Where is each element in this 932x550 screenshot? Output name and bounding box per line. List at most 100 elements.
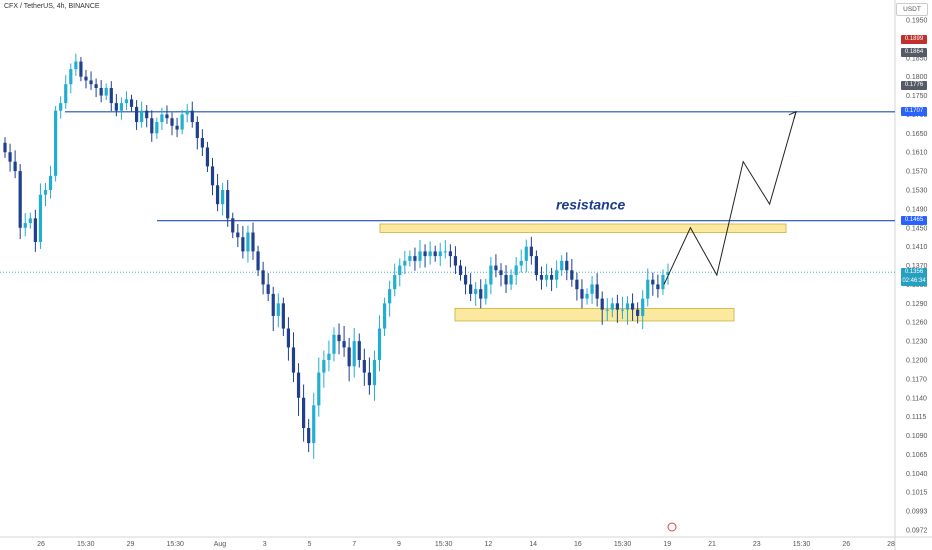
candle-body (246, 232, 250, 252)
y-tick-label: 0.1170 (906, 376, 927, 383)
y-tick-label: 0.1140 (906, 395, 927, 402)
x-tick-label: 15:30 (166, 541, 184, 548)
candle-body (534, 256, 539, 275)
candle-body (317, 372, 321, 406)
y-tick-label: 0.1115 (906, 414, 926, 421)
candle-body (302, 397, 306, 428)
y-tick-label: 0.1230 (906, 339, 928, 346)
candle-body (3, 142, 7, 153)
y-tick-label: 0.1650 (906, 131, 928, 138)
candle-body (134, 106, 139, 122)
candle-body (195, 122, 199, 139)
x-tick-label: 26 (842, 541, 850, 548)
y-tick-label: 0.1570 (906, 169, 928, 176)
y-tick-label: 0.1490 (906, 206, 928, 213)
currency-unit-selector[interactable]: USDT (896, 3, 928, 16)
x-tick-label: 15:30 (793, 541, 811, 548)
candle-body (347, 347, 351, 367)
x-tick-label: 26 (37, 541, 45, 548)
zone-lower (454, 307, 735, 322)
candle-body (281, 303, 285, 329)
candle-body (241, 237, 245, 252)
candle-body (48, 175, 53, 190)
candle-body (423, 251, 427, 257)
candle-body (413, 256, 417, 261)
candle-body (575, 279, 579, 290)
candle-body (114, 103, 118, 111)
x-tick-label: 12 (484, 541, 492, 548)
candle-body (312, 405, 316, 444)
candle-body (595, 284, 599, 299)
candle-body (64, 84, 68, 104)
candle-body (641, 298, 645, 316)
x-tick-label: 23 (753, 541, 761, 548)
candle-body (565, 260, 569, 271)
candle-body (307, 428, 311, 444)
candle-body (140, 110, 144, 122)
zone-upper (379, 223, 787, 233)
candle-body (119, 103, 124, 111)
candle-body (165, 114, 169, 119)
candle-body (555, 270, 559, 280)
candle-body (89, 80, 93, 85)
candle-body (651, 279, 655, 285)
candle-body (185, 110, 189, 115)
candle-body (362, 360, 366, 373)
candle-body (448, 251, 452, 257)
candle-body (357, 341, 361, 360)
y-tick-label: 0.1040 (906, 471, 928, 478)
candle-body (256, 251, 260, 271)
candle-body (327, 353, 331, 360)
y-tick-label: 0.1370 (906, 263, 928, 270)
candle-body (109, 88, 113, 104)
candle-body (337, 334, 341, 342)
candle-body (605, 309, 609, 311)
y-tick-label: 0.1200 (906, 358, 928, 365)
candle-body (403, 260, 407, 266)
price-badge: 0.1707 (901, 107, 927, 117)
x-tick-label: 7 (352, 541, 356, 548)
candle-body (18, 171, 22, 228)
candle-body (479, 289, 483, 299)
candle-body (261, 270, 265, 285)
y-tick-label: 0.1850 (906, 55, 928, 62)
candle-body (210, 166, 215, 186)
price-badge: 0.1465 (901, 216, 927, 226)
candle-body (296, 372, 301, 398)
price-badge: 0.1776 (901, 81, 927, 91)
candle-body (661, 275, 665, 290)
candle-body (463, 275, 468, 285)
candle-body (484, 284, 488, 299)
candle-body (443, 251, 447, 253)
candle-body (393, 275, 397, 290)
y-tick-label: 0.1410 (906, 244, 928, 251)
candle-body (200, 138, 204, 148)
candle-body (13, 161, 17, 172)
candle-body (489, 265, 493, 285)
y-tick-label: 0.1090 (906, 433, 928, 440)
y-tick-label: 0.1610 (906, 150, 928, 157)
candle-body (145, 110, 149, 119)
x-tick-label: 29 (127, 541, 135, 548)
x-tick-label: 15:30 (77, 541, 95, 548)
candle-body (469, 284, 473, 294)
candle-body (322, 360, 326, 373)
event-icon (667, 522, 677, 532)
candle-body (221, 190, 225, 205)
price-badge: 0.1899 (901, 34, 927, 44)
candle-body (474, 289, 478, 294)
x-tick-label: 19 (663, 541, 671, 548)
candle-body (286, 328, 291, 348)
candle-body (377, 328, 382, 360)
candle-body (251, 232, 255, 252)
candle-body (524, 246, 528, 261)
candle-body (79, 61, 83, 77)
candle-body (388, 289, 392, 304)
candle-body (23, 223, 27, 228)
candle-body (236, 232, 240, 238)
y-tick-label: 0.0993 (906, 509, 928, 516)
candle-body (636, 309, 640, 316)
candle-body (398, 265, 402, 275)
candle-body (129, 99, 134, 107)
